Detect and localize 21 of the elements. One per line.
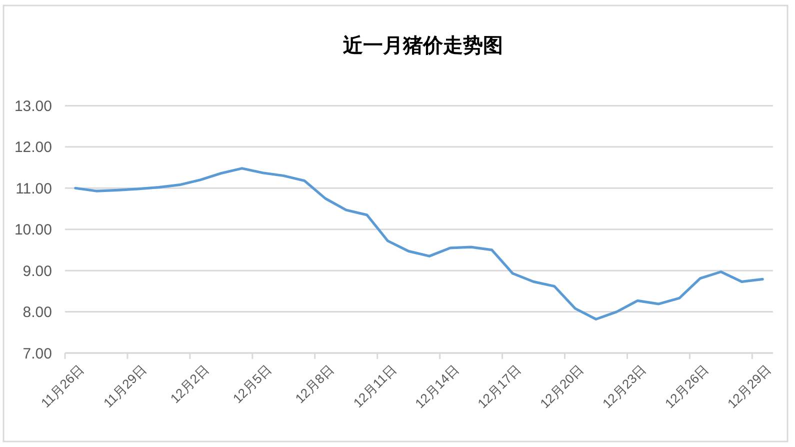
chart-title: 近一月猪价走势图 — [342, 34, 503, 57]
line-series — [74, 167, 764, 320]
y-tick-label: 8.00 — [22, 304, 52, 322]
x-tick-label: 12月17日 — [474, 362, 524, 412]
x-tick-label: 12月2日 — [167, 362, 212, 406]
x-tick-label: 12月20日 — [537, 362, 587, 412]
x-tick-label: 11月29日 — [100, 362, 150, 410]
x-tick-label: 12月8日 — [292, 362, 337, 406]
x-tick-label: 12月14日 — [412, 362, 462, 412]
x-tick-label: 11月26日 — [38, 362, 87, 410]
y-tick-label: 13.00 — [14, 98, 52, 115]
y-tick-label: 9.00 — [22, 262, 52, 280]
y-tick-label: 10.00 — [14, 222, 52, 239]
y-tick-label: 7.00 — [22, 345, 52, 362]
x-tick-label: 12月23日 — [600, 362, 649, 412]
y-tick-label: 12.00 — [14, 139, 52, 156]
x-tick-label: 12月29日 — [724, 362, 774, 412]
x-tick-label: 12月5日 — [230, 362, 274, 406]
x-tick-label: 12月11日 — [350, 362, 400, 410]
x-tick-label: 12月26日 — [662, 362, 712, 412]
y-tick-label: 11.00 — [16, 180, 52, 198]
